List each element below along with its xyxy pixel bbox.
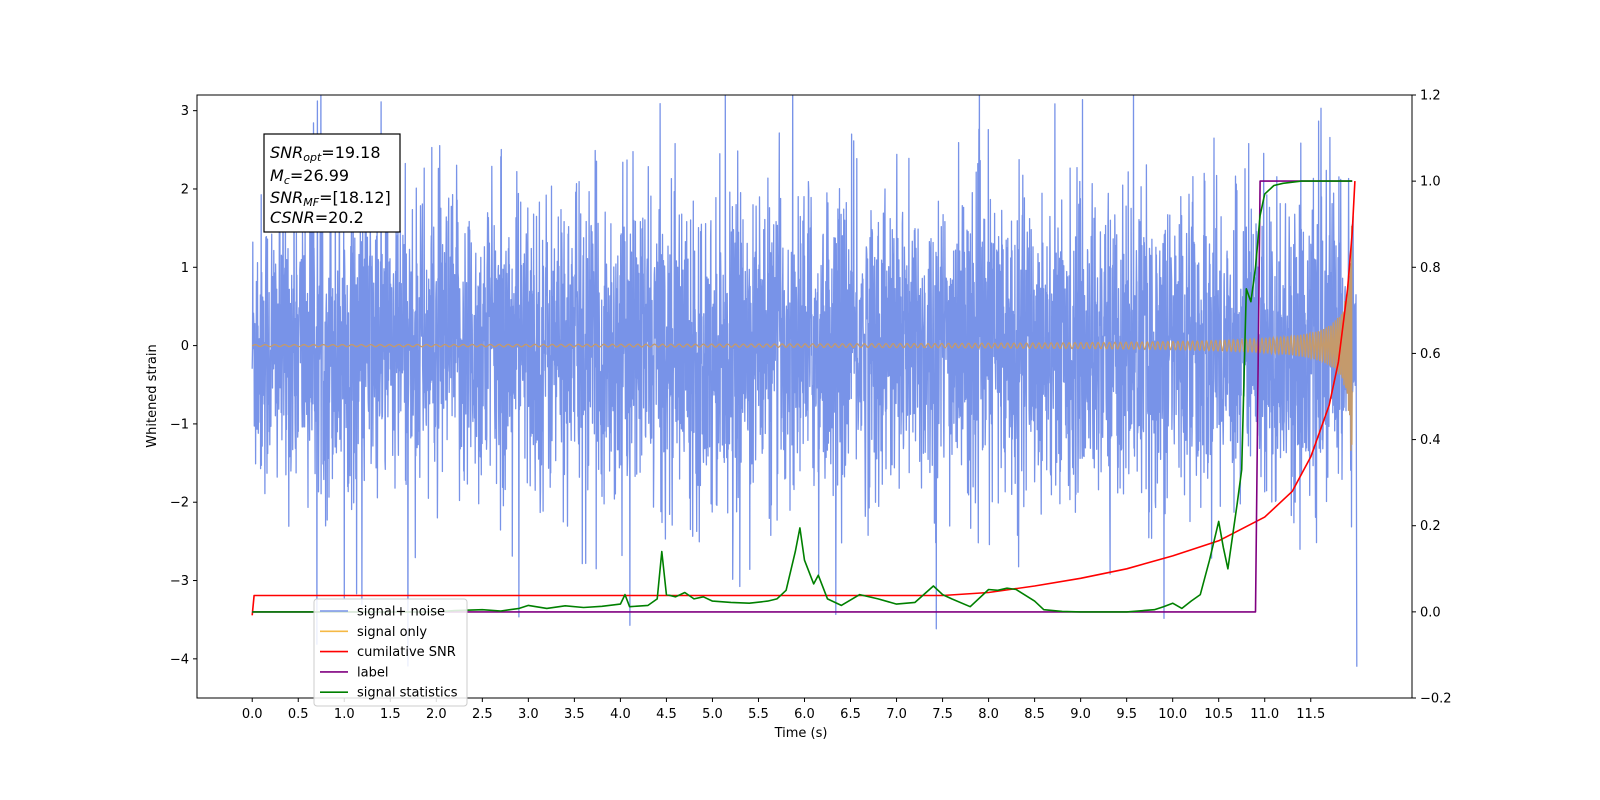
x-tick-label: 8.0 (978, 707, 999, 722)
legend-label: label (357, 665, 388, 680)
y2-tick-label: 1.0 (1420, 175, 1441, 190)
x-tick-label: 8.5 (1024, 707, 1045, 722)
x-tick-label: 3.5 (564, 707, 585, 722)
x-tick-label: 10.5 (1204, 707, 1233, 722)
annotation-box: SNRopt=19.18 Mc=26.99 SNRMF=[18.12] CSNR… (263, 133, 401, 233)
legend-signal-statistics: signal statistics (357, 686, 458, 701)
annotation-csnr: CSNR=20.2 (270, 208, 364, 227)
y-tick-label: −1 (170, 417, 189, 432)
x-tick-label: 7.0 (886, 707, 907, 722)
x-tick-label: 5.5 (748, 707, 769, 722)
x-tick-label: 6.0 (794, 707, 815, 722)
x-tick-label: 2.0 (426, 707, 447, 722)
series-cumulative-snr (251, 181, 1356, 616)
y-tick-label: −2 (170, 496, 189, 511)
y2-tick-label: 0.8 (1420, 261, 1441, 276)
series-signal-only (251, 225, 1353, 451)
x-tick-label: 1.5 (380, 707, 401, 722)
annotation-snr-mf: SNRMF=[18.12] (270, 188, 391, 209)
y2-tick-label: 0.2 (1420, 519, 1441, 534)
y-tick-label: 3 (181, 104, 189, 119)
x-tick-label: 5.0 (702, 707, 723, 722)
x-tick-label: 9.0 (1070, 707, 1091, 722)
x-tick-label: 0.0 (242, 707, 263, 722)
x-tick-label: 10.0 (1158, 707, 1187, 722)
x-tick-label: 11.5 (1296, 707, 1325, 722)
annotation-snr-opt: SNRopt=19.18 (270, 143, 381, 164)
y-tick-label: 1 (181, 261, 189, 276)
y2-tick-label: 1.2 (1420, 89, 1441, 104)
legend-cumulative-snr: cumilative SNR (357, 645, 456, 660)
plot-area (251, 95, 1358, 667)
y2-tick-label: 0.4 (1420, 433, 1441, 448)
y-axis-label: Whitened strain (145, 344, 160, 447)
x-tick-label: 4.0 (610, 707, 631, 722)
x-tick-label: 0.5 (288, 707, 309, 722)
x-tick-label: 9.5 (1116, 707, 1137, 722)
y2-tick-label: 0.6 (1420, 347, 1441, 362)
x-tick-label: 4.5 (656, 707, 677, 722)
x-axis-label: Time (s) (774, 726, 828, 741)
legend-signal-noise: signal+ noise (357, 605, 445, 620)
y-tick-label: 2 (181, 182, 189, 197)
annotation-mc: Mc=26.99 (270, 166, 349, 187)
series-signal-noise (251, 95, 1358, 667)
y2-tick-label: 0.0 (1420, 605, 1441, 620)
y-tick-label: −4 (170, 652, 189, 667)
axes: 0.0 0.5 1.0 1.5 2.0 2.5 3.0 3.5 4.0 4.5 5.0 5.5 6.0 6… (170, 89, 1452, 723)
y-tick-label: −3 (170, 574, 189, 589)
legend-signal-only: signal only (357, 625, 427, 640)
series-signal-statistics (252, 180, 1353, 613)
x-tick-label: 1.0 (334, 707, 355, 722)
y2-tick-label: −0.2 (1420, 692, 1452, 707)
x-tick-label: 3.0 (518, 707, 539, 722)
x-tick-label: 6.5 (840, 707, 861, 722)
plot-series-group (251, 95, 1358, 667)
legend: signal+ noise signal only cumilative SNR la… (313, 598, 468, 707)
x-tick-label: 7.5 (932, 707, 953, 722)
y-tick-label: 0 (181, 339, 189, 354)
x-tick-label: 11.0 (1250, 707, 1279, 722)
x-tick-label: 2.5 (472, 707, 493, 722)
